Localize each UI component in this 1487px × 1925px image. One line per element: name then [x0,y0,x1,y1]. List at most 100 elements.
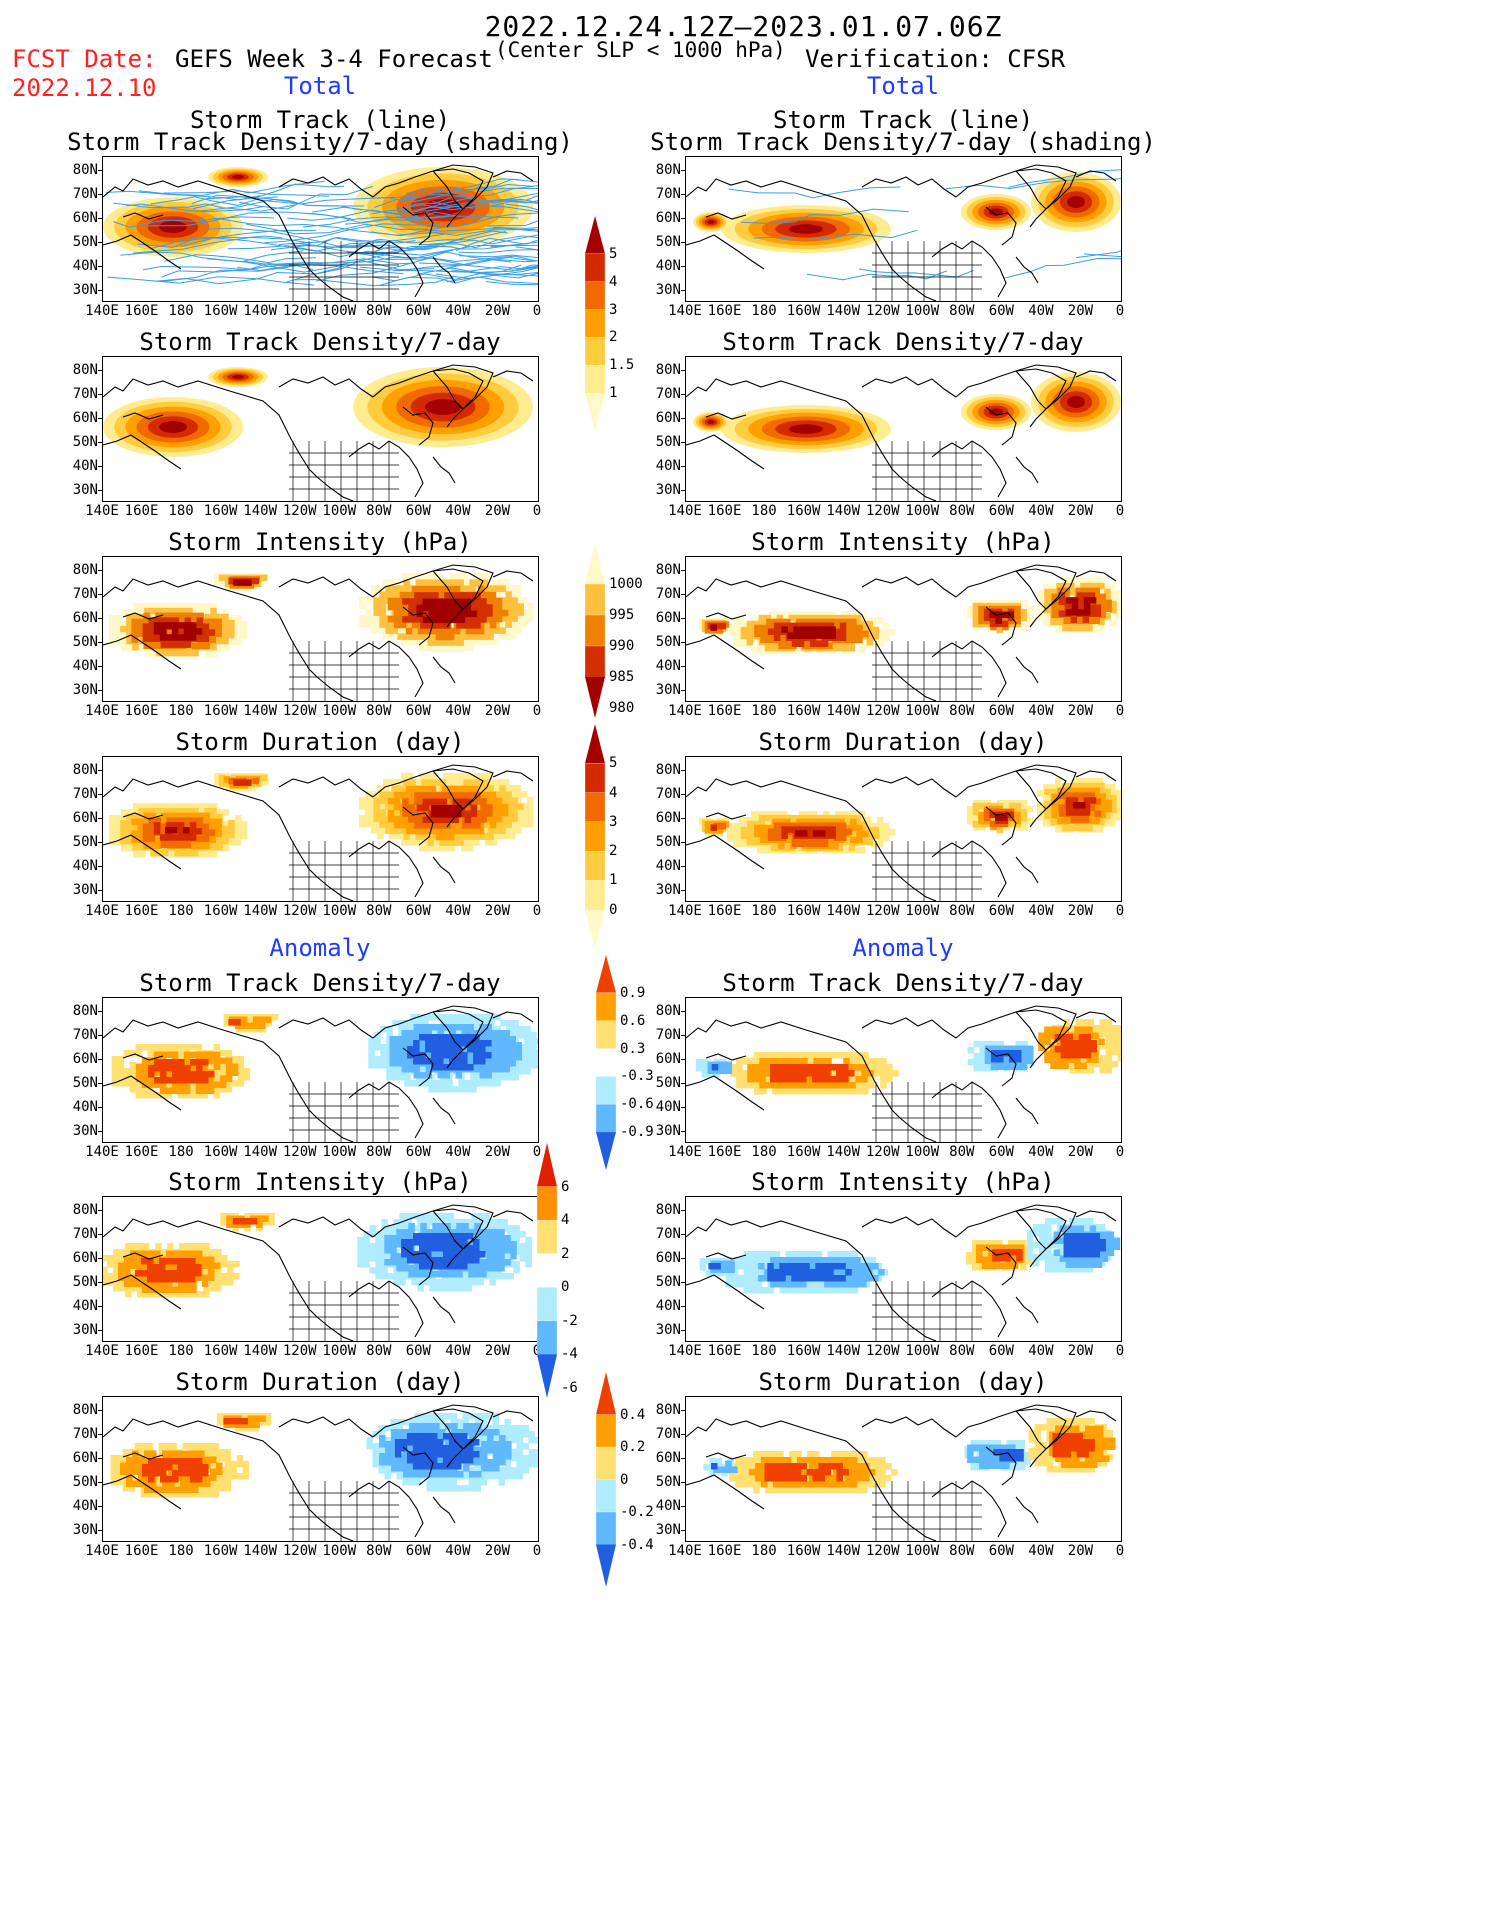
colorbar-tick-label: 1.5 [609,357,635,374]
lat-tick-label: 40N [72,258,98,274]
map-panel-gefs-3 [102,756,539,902]
lat-tick-label: 50N [72,834,98,850]
lat-tick-label: 80N [72,762,98,778]
lat-tick-label: 50N [72,1274,98,1290]
lat-tick-label: 30N [655,1522,681,1538]
colorbar-tick-label: 3 [609,301,618,318]
lat-tick [681,194,685,195]
colorbar-tick-label: -0.2 [620,1504,654,1520]
lat-tick-label: 30N [72,282,98,298]
lon-tick-label: 180 [168,1144,194,1160]
lon-tick-label: 160E [707,1144,742,1160]
lon-tick-label: 140W [243,703,278,719]
lon-tick-label: 140W [826,1144,861,1160]
lon-tick-label: 120W [865,903,900,919]
lon-tick-label: 60W [405,503,431,519]
lat-tick [98,1107,102,1108]
lat-tick-label: 70N [655,586,681,602]
lon-tick-label: 160W [786,1144,821,1160]
panel-title: Storm Intensity (hPa) [751,528,1055,556]
lat-tick [681,1258,685,1259]
lon-tick-label: 160W [203,903,238,919]
lon-tick-label: 100W [905,303,940,319]
lon-tick-label: 120W [282,303,317,319]
colorbar-tick-label: 980 [609,700,635,716]
lon-tick-label: 180 [751,1144,777,1160]
lon-tick-label: 20W [484,903,511,919]
lat-tick-label: 60N [655,410,681,426]
lon-tick-label: 20W [484,503,511,519]
lat-tick [98,1011,102,1012]
lon-tick-label: 120W [282,903,317,919]
lat-tick-label: 80N [655,562,681,578]
colorbar-tick-label: 4 [609,273,618,290]
lat-tick-label: 50N [72,1075,98,1091]
panel-subtitle: Storm Track Density/7-day (shading) [650,128,1156,156]
lon-tick-label: 140E [668,503,702,519]
right-anomaly-label: Anomaly [852,934,954,962]
lat-tick [681,1011,685,1012]
lon-tick-label: 40W [1028,503,1054,519]
lat-tick [98,218,102,219]
lat-tick-label: 70N [72,786,98,802]
lon-tick-label: 60W [405,703,431,719]
lat-tick-label: 40N [655,658,681,674]
lat-tick [681,1506,685,1507]
lon-tick-label: 20W [1067,303,1094,319]
lat-tick-label: 80N [72,1402,98,1418]
lat-tick-label: 60N [655,1051,681,1067]
lon-tick-label: 0 [1115,303,1125,319]
lat-tick-label: 50N [655,634,681,650]
lon-tick-label: 0 [532,903,542,919]
colorbar-tick-label: 5 [609,245,618,262]
lon-tick-label: 100W [322,1343,357,1359]
lat-tick [681,1035,685,1036]
lat-tick-label: 30N [72,882,98,898]
lat-tick [98,1059,102,1060]
lon-tick-label: 100W [322,303,357,319]
lat-tick [681,666,685,667]
lat-tick [681,1410,685,1411]
lat-tick-label: 30N [72,1123,98,1139]
lon-tick-label: 20W [484,1144,511,1160]
lon-tick-label: 40W [1028,303,1054,319]
lon-tick-label: 160W [203,1343,238,1359]
panel-subtitle: Storm Track Density/7-day (shading) [67,128,573,156]
panel-title: Storm Track Density/7-day [139,328,501,356]
lon-tick-label: 180 [168,503,194,519]
lat-tick-label: 60N [72,1450,98,1466]
lat-tick-label: 40N [655,1099,681,1115]
lon-tick-label: 40W [445,1343,471,1359]
lon-tick-label: 140W [243,1144,278,1160]
lon-tick-label: 60W [405,903,431,919]
lat-tick [98,1410,102,1411]
lat-tick [98,1234,102,1235]
lon-tick-label: 160W [203,1543,238,1559]
lon-tick-label: 180 [751,903,777,919]
lon-tick-label: 40W [1028,703,1054,719]
map-panel-cfsr-0 [685,156,1122,302]
lat-tick [98,1258,102,1259]
lat-tick [98,242,102,243]
lat-tick [681,618,685,619]
panel-title: Storm Track Density/7-day [722,328,1084,356]
lon-tick-label: 20W [1067,1144,1094,1160]
lon-tick-label: 60W [405,303,431,319]
lon-tick-label: 60W [988,303,1014,319]
lat-tick-label: 60N [72,810,98,826]
lat-tick [98,266,102,267]
lon-tick-label: 0 [532,503,542,519]
lat-tick [98,890,102,891]
lon-tick-label: 100W [905,903,940,919]
lon-tick-label: 160E [707,903,742,919]
lat-tick-label: 50N [655,434,681,450]
lon-tick-label: 120W [865,703,900,719]
lat-tick-label: 30N [655,682,681,698]
lon-tick-label: 60W [988,703,1014,719]
lat-tick [681,1282,685,1283]
lon-tick-label: 20W [1067,903,1094,919]
lat-tick [681,418,685,419]
lat-tick [681,842,685,843]
lat-tick [98,1506,102,1507]
fcst-date-value: 2022.12.10 [12,74,157,102]
